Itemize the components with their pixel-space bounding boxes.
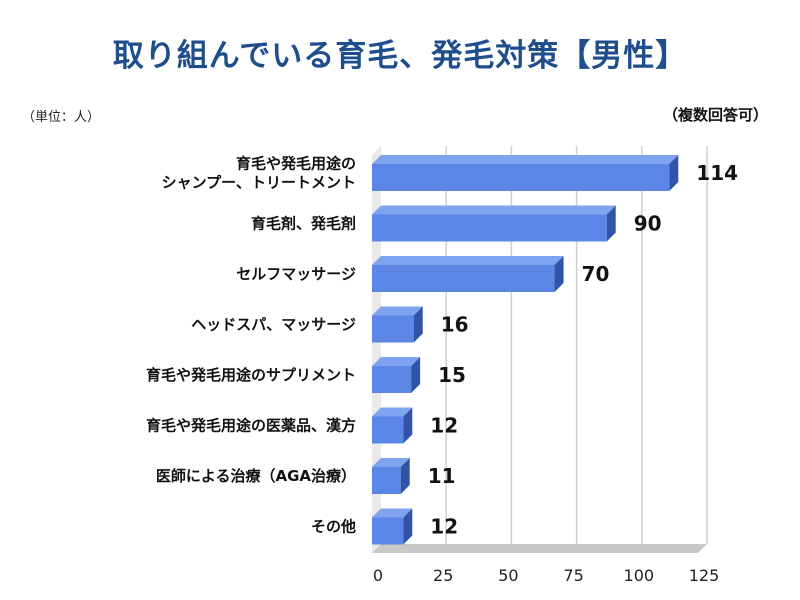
- value-label: 12: [430, 515, 458, 539]
- bar: [372, 416, 404, 444]
- bar: [372, 366, 412, 393]
- bar-top-face: [372, 508, 413, 518]
- bar: [372, 214, 607, 242]
- category-label: 育毛や発毛用途の医薬品、漢方: [146, 417, 356, 435]
- bar-top-face: [372, 357, 421, 366]
- bar: [372, 315, 414, 343]
- bar-side-face: [403, 407, 413, 444]
- x-tick-label: 0: [373, 566, 383, 585]
- bar-side-face: [669, 155, 679, 191]
- chart-title: 取り組んでいる育毛、発毛対策【男性】: [112, 38, 688, 74]
- bar-side-face: [400, 458, 410, 494]
- category-label: セルフマッサージ: [236, 265, 356, 283]
- bar-side-face: [403, 508, 413, 545]
- value-label: 90: [634, 212, 662, 236]
- bar-side-face: [413, 306, 423, 343]
- bar-top-face: [372, 458, 410, 467]
- bar-side-face: [606, 205, 616, 242]
- category-label: シャンプー、トリートメント: [162, 174, 356, 192]
- bar-top-face: [372, 205, 616, 215]
- category-label: 医師による治療（AGA治療）: [156, 467, 356, 485]
- x-tick-label: 75: [563, 566, 583, 585]
- value-label: 11: [428, 464, 456, 488]
- chart-floor: [372, 544, 707, 553]
- x-tick-label: 125: [689, 566, 720, 585]
- bar: [372, 517, 404, 545]
- x-tick-label: 25: [433, 566, 453, 585]
- bar-top-face: [372, 256, 564, 265]
- value-label: 15: [438, 363, 466, 387]
- bar-top-face: [372, 407, 413, 417]
- category-label: 育毛や発毛用途の: [236, 155, 356, 173]
- bar-side-face: [411, 357, 421, 393]
- bar-side-face: [554, 256, 564, 292]
- category-label: ヘッドスパ、マッサージ: [191, 316, 356, 334]
- bar-top-face: [372, 155, 679, 164]
- x-tick-label: 50: [498, 566, 518, 585]
- bar: [372, 164, 670, 191]
- category-label: その他: [311, 518, 356, 536]
- value-label: 114: [696, 161, 738, 185]
- bar-top-face: [372, 306, 423, 316]
- bar: [372, 265, 555, 292]
- unit-label: （単位：人）: [22, 110, 101, 125]
- value-label: 16: [441, 313, 469, 337]
- chart-back-wall: [372, 146, 381, 553]
- value-label: 70: [582, 262, 610, 286]
- value-label: 12: [430, 414, 458, 438]
- bar: [372, 467, 401, 494]
- multiple-answer-note: （複数回答可）: [662, 106, 768, 124]
- category-label: 育毛や発毛用途のサプリメント: [146, 366, 356, 384]
- category-label: 育毛剤、発毛剤: [251, 215, 356, 233]
- x-tick-label: 100: [624, 566, 655, 585]
